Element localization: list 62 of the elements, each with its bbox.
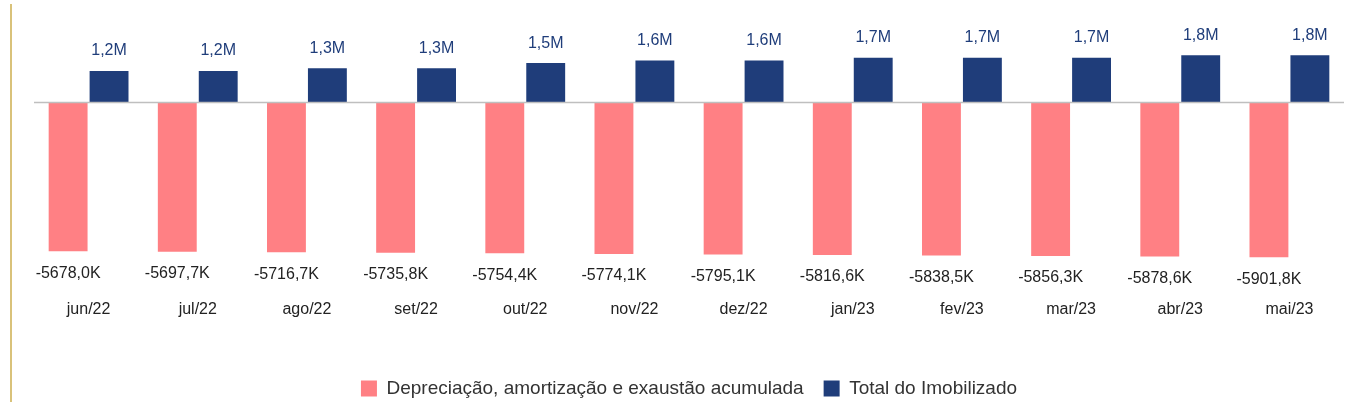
data-label: -5901,8K — [1236, 269, 1302, 287]
x-tick-label: mai/23 — [1265, 299, 1314, 317]
data-label: 1,6M — [746, 30, 782, 48]
data-label: -5678,0K — [35, 263, 101, 281]
bar — [89, 70, 129, 103]
data-label: -5735,8K — [363, 265, 429, 283]
bar — [307, 68, 347, 103]
data-label: 1,2M — [91, 41, 127, 59]
data-label: 1,7M — [964, 28, 1001, 46]
bar — [417, 68, 456, 103]
bar — [1181, 55, 1221, 103]
bar — [526, 63, 566, 103]
x-tick-label: ago/22 — [282, 299, 332, 317]
x-tick-label: nov/22 — [610, 299, 659, 317]
bar — [485, 102, 525, 254]
data-label: 1,8M — [1292, 25, 1328, 43]
data-label: 1,8M — [1182, 25, 1219, 43]
bar — [157, 102, 197, 252]
data-label: -5838,5K — [908, 267, 975, 285]
bar — [635, 60, 675, 103]
data-label: -5878,6K — [1127, 269, 1193, 287]
legend-label: Total do Imobilizado — [849, 376, 1018, 398]
bar — [594, 102, 634, 254]
bar — [962, 57, 1002, 103]
data-label: -5774,1K — [581, 266, 647, 284]
x-tick-label: abr/23 — [1157, 299, 1204, 317]
bar — [1290, 55, 1330, 103]
x-tick-label: dez/22 — [719, 299, 768, 317]
data-label: -5856,3K — [1018, 268, 1084, 286]
x-tick-label: mar/23 — [1046, 299, 1097, 317]
x-tick-label: jun/22 — [65, 299, 111, 317]
bar — [853, 57, 893, 103]
bar — [376, 102, 416, 253]
data-label: 1,3M — [309, 38, 346, 56]
x-tick-label: set/22 — [394, 299, 438, 317]
bar — [1031, 102, 1071, 257]
bar — [703, 102, 743, 255]
data-label: 1,6M — [637, 30, 673, 48]
x-tick-label: jul/22 — [177, 299, 217, 317]
bar — [1140, 102, 1180, 257]
x-tick-label: jan/23 — [829, 299, 875, 317]
bar — [922, 102, 961, 256]
data-label: 1,7M — [1073, 28, 1110, 46]
data-label: -5754,4K — [472, 265, 538, 283]
data-label: -5816,6K — [799, 267, 866, 285]
x-tick-label: fev/23 — [940, 299, 984, 317]
data-label: 1,5M — [527, 33, 564, 51]
bar — [48, 102, 88, 252]
bar — [1249, 102, 1289, 258]
data-label: 1,3M — [418, 38, 455, 56]
data-label: -5697,7K — [144, 264, 211, 282]
x-tick-label: out/22 — [503, 299, 548, 317]
bar — [1072, 57, 1111, 103]
data-label: 1,2M — [200, 41, 237, 59]
data-label: -5795,1K — [690, 266, 756, 284]
bar — [267, 102, 306, 253]
data-label: 1,7M — [855, 28, 892, 46]
bar — [744, 60, 784, 103]
data-label: -5716,7K — [253, 264, 320, 282]
bar — [198, 70, 238, 103]
legend-label: Depreciação, amortização e exaustão acumulada — [386, 376, 805, 398]
bar — [812, 102, 852, 255]
